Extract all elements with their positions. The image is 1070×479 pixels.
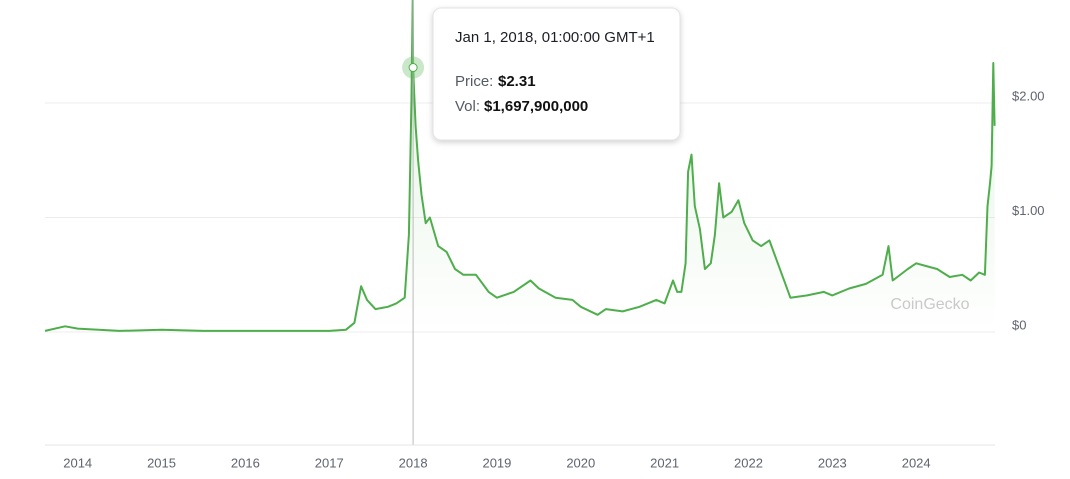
x-tick-label: 2021 bbox=[650, 455, 679, 470]
x-tick-label: 2018 bbox=[399, 455, 428, 470]
x-tick-label: 2024 bbox=[902, 455, 931, 470]
tooltip-box bbox=[432, 7, 681, 141]
tooltip: Jan 1, 2018, 01:00:00 GMT+1 Price: $2.31… bbox=[432, 7, 681, 141]
x-tick-label: 2014 bbox=[63, 455, 92, 470]
watermark: CoinGecko bbox=[890, 296, 969, 313]
x-tick-label: 2023 bbox=[818, 455, 847, 470]
x-tick-label: 2020 bbox=[566, 455, 595, 470]
tooltip-label: Price: bbox=[455, 73, 493, 90]
tooltip-value: $2.31 bbox=[498, 73, 536, 90]
hover-dot bbox=[408, 63, 418, 73]
x-tick-label: 2017 bbox=[315, 455, 344, 470]
y-tick-label: $1.00 bbox=[1012, 203, 1045, 218]
x-tick-label: 2016 bbox=[231, 455, 260, 470]
x-tick-label: 2022 bbox=[734, 455, 763, 470]
price-area bbox=[45, 0, 995, 332]
tooltip-label: Vol: bbox=[455, 98, 480, 115]
x-tick-label: 2019 bbox=[482, 455, 511, 470]
y-tick-label: $2.00 bbox=[1012, 88, 1045, 103]
y-tick-label: $0 bbox=[1012, 317, 1026, 332]
x-tick-label: 2015 bbox=[147, 455, 176, 470]
tooltip-value: $1,697,900,000 bbox=[484, 98, 588, 115]
tooltip-title: Jan 1, 2018, 01:00:00 GMT+1 bbox=[455, 29, 655, 46]
price-line bbox=[44, 0, 996, 332]
